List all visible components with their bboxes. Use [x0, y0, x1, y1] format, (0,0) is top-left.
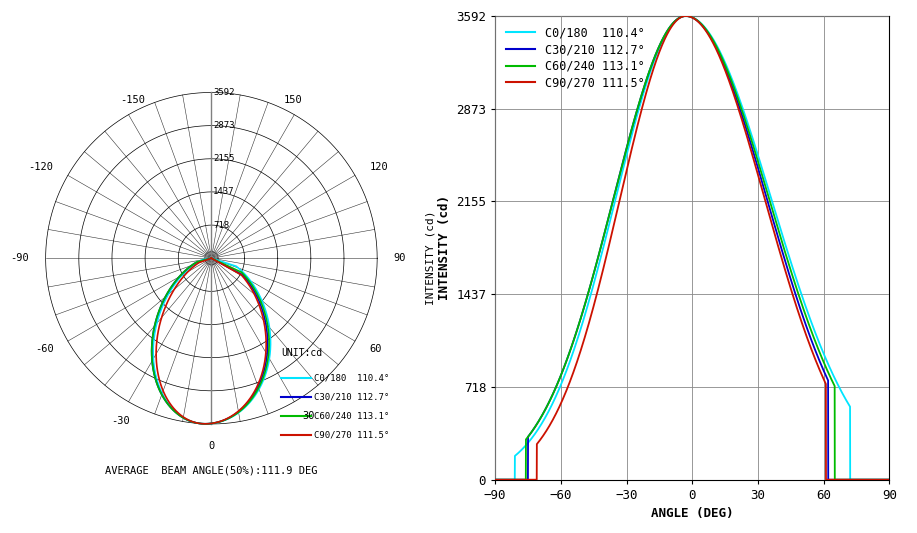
Text: C0/180  110.4°: C0/180 110.4°: [315, 373, 390, 382]
Text: 150: 150: [284, 95, 303, 106]
Text: C30/210 112.7°: C30/210 112.7°: [315, 392, 390, 401]
Text: 90: 90: [393, 253, 406, 263]
Text: C60/240 113.1°: C60/240 113.1°: [315, 411, 390, 420]
Text: -30: -30: [111, 416, 129, 426]
Text: 2155: 2155: [213, 154, 235, 163]
Text: 60: 60: [370, 344, 381, 354]
Text: 30: 30: [303, 411, 315, 421]
Text: 3592: 3592: [213, 88, 235, 97]
Text: -90: -90: [10, 253, 29, 263]
Text: 718: 718: [213, 221, 229, 230]
Text: AVERAGE  BEAM ANGLE(50%):111.9 DEG: AVERAGE BEAM ANGLE(50%):111.9 DEG: [105, 465, 317, 475]
X-axis label: ANGLE (DEG): ANGLE (DEG): [651, 507, 734, 520]
Legend: C0/180  110.4°, C30/210 112.7°, C60/240 113.1°, C90/270 111.5°: C0/180 110.4°, C30/210 112.7°, C60/240 1…: [501, 22, 649, 94]
Text: -150: -150: [120, 95, 145, 106]
Text: 120: 120: [370, 162, 388, 172]
Text: 2873: 2873: [213, 121, 235, 130]
Text: 1437: 1437: [213, 188, 235, 196]
Text: C90/270 111.5°: C90/270 111.5°: [315, 430, 390, 439]
Text: UNIT:cd: UNIT:cd: [281, 348, 322, 358]
Text: -120: -120: [28, 162, 53, 172]
Y-axis label: INTENSITY (cd): INTENSITY (cd): [437, 196, 450, 300]
Text: -60: -60: [35, 344, 53, 354]
Text: 0: 0: [208, 441, 215, 450]
Text: INTENSITY (cd): INTENSITY (cd): [425, 211, 436, 305]
